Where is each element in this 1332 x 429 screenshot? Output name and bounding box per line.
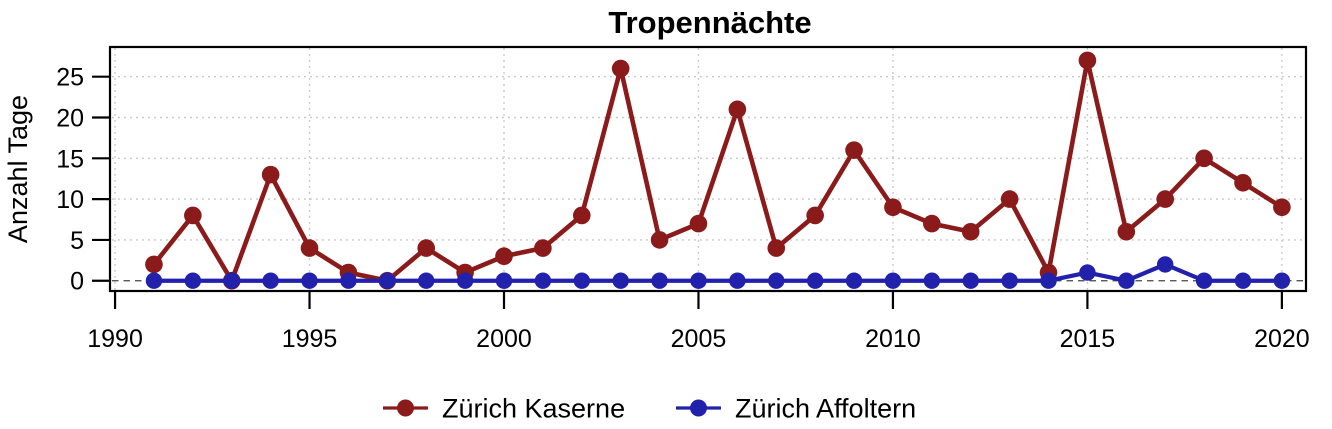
- data-point: [845, 141, 863, 159]
- data-point: [1273, 272, 1291, 289]
- y-tick-label: 0: [70, 268, 84, 296]
- data-point: [612, 272, 629, 289]
- series-line-affoltern: [153, 262, 1282, 283]
- data-point: [923, 272, 941, 289]
- chart-title: Tropennächte: [608, 5, 811, 40]
- y-axis-label: Anzahl Tage: [3, 95, 33, 243]
- data-point: [1234, 173, 1252, 192]
- series-layer: [145, 51, 1291, 290]
- data-point: [923, 214, 941, 233]
- data-point: [806, 206, 824, 225]
- data-point: [651, 272, 668, 289]
- data-point: [261, 165, 280, 184]
- data-point: [1156, 190, 1175, 208]
- legend-label: Zürich Kaserne: [442, 394, 625, 424]
- data-point: [1195, 272, 1213, 289]
- x-tick-label: 1990: [87, 325, 143, 353]
- data-point: [572, 206, 591, 225]
- grid-layer: [112, 48, 1305, 290]
- data-point: [184, 206, 202, 225]
- data-point: [1273, 198, 1291, 217]
- data-point: [1157, 256, 1174, 273]
- data-point: [845, 272, 863, 289]
- data-point: [300, 239, 319, 257]
- data-point: [1195, 149, 1213, 168]
- data-point: [806, 272, 824, 289]
- legend: Zürich Kaserne Zürich Affoltern: [383, 394, 916, 424]
- data-point: [456, 272, 474, 289]
- data-point: [1234, 272, 1252, 289]
- data-point: [1117, 222, 1136, 241]
- x-tick-label: 2015: [1060, 325, 1116, 353]
- x-tick-label: 2000: [476, 325, 532, 353]
- y-tick-label: 15: [56, 145, 84, 173]
- y-tick-label: 20: [56, 105, 84, 133]
- data-point: [961, 222, 980, 241]
- data-point: [573, 272, 590, 289]
- data-point: [495, 247, 513, 266]
- data-point: [534, 239, 552, 257]
- data-point: [1118, 272, 1135, 289]
- data-point: [689, 214, 708, 233]
- data-point: [611, 59, 630, 78]
- legend-dot-marker: [690, 399, 707, 417]
- data-point: [884, 272, 902, 289]
- series-line-kaserne: [152, 58, 1284, 284]
- data-point: [1040, 272, 1057, 289]
- x-tick-label: 2005: [671, 325, 727, 353]
- data-point: [184, 272, 202, 289]
- x-tick-label: 2020: [1254, 325, 1310, 353]
- data-point: [534, 272, 552, 289]
- data-point: [690, 272, 707, 289]
- data-point: [145, 255, 163, 274]
- data-point: [767, 239, 786, 257]
- data-point: [1079, 264, 1096, 281]
- data-point: [1000, 190, 1019, 208]
- data-point: [884, 198, 902, 217]
- data-point: [340, 272, 357, 289]
- y-tick-label: 5: [70, 227, 84, 255]
- data-point: [1078, 51, 1097, 70]
- data-point: [223, 272, 240, 289]
- data-point: [729, 272, 746, 289]
- data-point: [379, 272, 396, 289]
- data-point: [418, 272, 435, 289]
- x-tick-label: 2010: [865, 325, 921, 353]
- legend-dot-marker: [397, 399, 414, 417]
- legend-label: Zürich Affoltern: [735, 394, 916, 424]
- data-point: [728, 100, 747, 119]
- data-point: [301, 272, 318, 289]
- data-point: [650, 231, 669, 249]
- data-point: [962, 272, 979, 289]
- data-point: [417, 239, 436, 257]
- data-point: [262, 272, 279, 289]
- y-tick-label: 10: [56, 186, 84, 214]
- y-tick-label: 25: [56, 64, 84, 92]
- axes-layer: 1990 1995 2000 2005 2010 2015 2020 0 5 10 15 20 25: [56, 45, 1310, 353]
- data-point: [768, 272, 785, 289]
- x-tick-label: 1995: [282, 325, 338, 353]
- data-point: [1001, 272, 1018, 289]
- data-point: [145, 272, 163, 289]
- plot-frame: [108, 45, 1308, 293]
- data-point: [495, 272, 513, 289]
